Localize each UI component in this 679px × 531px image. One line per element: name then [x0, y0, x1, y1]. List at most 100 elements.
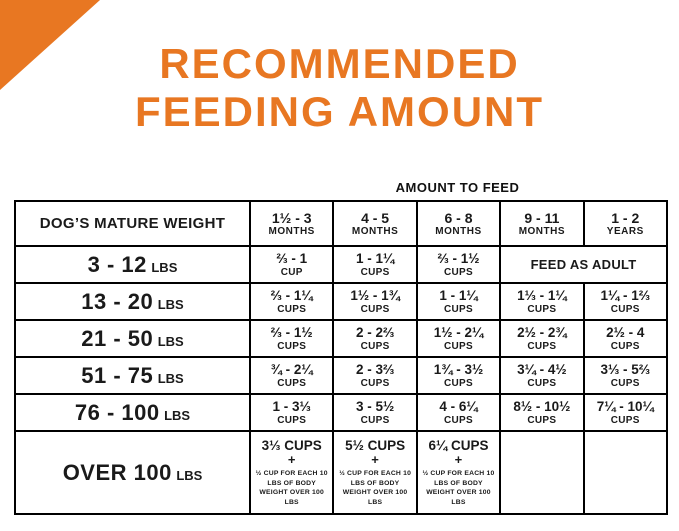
- amount-cell: 2½ - 2¾ CUPS: [499, 319, 585, 358]
- amount-unit: CUPS: [277, 340, 307, 352]
- amount-unit: CUPS: [527, 377, 557, 389]
- age-column-header: 1½ - 3 MONTHS: [248, 200, 335, 247]
- age-range: 1 - 2: [611, 209, 640, 226]
- weight-unit: LBS: [157, 333, 184, 349]
- amount-note: ½ CUP FOR EACH 10 LBS OF BODY WEIGHT OVE…: [339, 470, 412, 506]
- amount-unit: CUPS: [527, 340, 557, 352]
- amount-cell: ¾ - 2¼ CUPS: [248, 356, 335, 395]
- weight-range: 13 - 20: [81, 288, 154, 314]
- weight-unit: LBS: [164, 407, 191, 423]
- amount-unit: CUPS: [610, 414, 640, 426]
- amount-unit: CUPS: [443, 414, 473, 426]
- title-line-2: FEEDING AMOUNT: [134, 88, 545, 136]
- corner-triangle-decoration: [0, 0, 100, 90]
- amount-unit: CUPS: [527, 414, 557, 426]
- amount-value: 1½ - 2¼: [433, 325, 484, 341]
- amount-value: 3⅓ - 5⅔: [600, 362, 651, 378]
- amount-cell: 1 - 1¼ CUPS: [415, 282, 502, 321]
- amount-cell: 6¼ CUPS + ½ CUP FOR EACH 10 LBS OF BODY …: [415, 430, 502, 515]
- age-range: 6 - 8: [444, 209, 473, 226]
- table-row: 13 - 20 LBS ⅔ - 1¼ CUPS 1½ - 1¾ CUPS 1 -…: [14, 282, 668, 321]
- amount-unit: CUPS: [360, 266, 390, 278]
- amount-value: ¾ - 2¼: [270, 362, 313, 378]
- amount-cell: 1⅓ - 1¼ CUPS: [499, 282, 585, 321]
- table-row: 51 - 75 LBS ¾ - 2¼ CUPS 2 - 3⅔ CUPS 1¾ -…: [14, 356, 668, 395]
- amount-cell: 7¼ - 10¼ CUPS: [582, 393, 668, 432]
- age-unit: MONTHS: [351, 226, 399, 238]
- amount-value: 3¼ - 4½: [517, 362, 567, 378]
- plus-sign: +: [454, 452, 463, 468]
- page-title: RECOMMENDED FEEDING AMOUNT: [0, 40, 679, 137]
- table-header-row: DOG’S MATURE WEIGHT 1½ - 3 MONTHS 4 - 5 …: [14, 200, 668, 247]
- age-range: 4 - 5: [361, 209, 390, 226]
- amount-cell: 1½ - 2¼ CUPS: [415, 319, 502, 358]
- weight-cell: 13 - 20 LBS: [14, 282, 251, 321]
- feed-as-adult-cell: FEED AS ADULT: [499, 245, 668, 284]
- age-unit: MONTHS: [518, 226, 566, 238]
- amount-cell: 1½ - 1¾ CUPS: [332, 282, 418, 321]
- weight-cell: 21 - 50 LBS: [14, 319, 251, 358]
- amount-unit: CUPS: [610, 303, 640, 315]
- amount-value: 1 - 3⅓: [272, 399, 311, 415]
- age-range: 9 - 11: [524, 209, 560, 226]
- amount-cell: 2 - 2⅔ CUPS: [332, 319, 418, 358]
- age-column-header: 1 - 2 YEARS: [582, 200, 668, 247]
- amount-cell: 5½ CUPS + ½ CUP FOR EACH 10 LBS OF BODY …: [332, 430, 418, 515]
- amount-unit: CUPS: [443, 266, 473, 278]
- amount-cell: 2 - 3⅔ CUPS: [332, 356, 418, 395]
- feeding-table: DOG’S MATURE WEIGHT 1½ - 3 MONTHS 4 - 5 …: [14, 200, 668, 515]
- amount-cell: 3 - 5½ CUPS: [332, 393, 418, 432]
- amount-cell: 3¼ - 4½ CUPS: [499, 356, 585, 395]
- amount-cell: 4 - 6¼ CUPS: [415, 393, 502, 432]
- amount-unit: CUPS: [360, 340, 390, 352]
- weight-range: 21 - 50: [81, 325, 154, 351]
- amount-value: 8½ - 10½: [513, 399, 571, 415]
- amount-value: 4 - 6¼: [439, 399, 478, 415]
- age-unit: YEARS: [606, 226, 644, 238]
- weight-cell: 76 - 100 LBS: [14, 393, 251, 432]
- amount-unit: CUPS: [443, 377, 473, 389]
- weight-unit: LBS: [157, 296, 184, 312]
- amount-value: 2½ - 4: [606, 325, 645, 341]
- weight-unit: LBS: [151, 259, 178, 275]
- amount-unit: CUPS: [443, 340, 473, 352]
- amount-unit: CUPS: [360, 414, 390, 426]
- amount-value: 1½ - 1¾: [350, 288, 400, 304]
- amount-cell: 1¼ - 1⅔ CUPS: [582, 282, 668, 321]
- age-column-header: 4 - 5 MONTHS: [332, 200, 418, 247]
- amount-value: 1 - 1¼: [439, 288, 478, 304]
- amount-unit: CUPS: [610, 377, 640, 389]
- amount-cell: 8½ - 10½ CUPS: [499, 393, 585, 432]
- amount-value: 1⅓ - 1¼: [517, 288, 567, 304]
- table-row: OVER 100 LBS 3⅓ CUPS + ½ CUP FOR EACH 10…: [14, 430, 668, 515]
- amount-cell: 1¾ - 3½ CUPS: [415, 356, 502, 395]
- amount-value: 3⅓ CUPS: [261, 437, 322, 453]
- amount-cell: ⅔ - 1 CUP: [248, 245, 335, 284]
- table-row: 21 - 50 LBS ⅔ - 1½ CUPS 2 - 2⅔ CUPS 1½ -…: [14, 319, 668, 358]
- age-unit: MONTHS: [268, 226, 315, 238]
- amount-value: 2 - 3⅔: [355, 362, 395, 378]
- age-column-header: 6 - 8 MONTHS: [415, 200, 502, 247]
- plus-sign: +: [287, 452, 296, 468]
- weight-column-header: DOG’S MATURE WEIGHT: [14, 200, 251, 247]
- age-column-header: 9 - 11 MONTHS: [499, 200, 585, 247]
- plus-sign: +: [371, 452, 379, 468]
- amount-cell: 1 - 3⅓ CUPS: [248, 393, 335, 432]
- amount-value: 3 - 5½: [355, 399, 395, 415]
- amount-value: 2½ - 2¾: [517, 325, 567, 341]
- amount-note: ½ CUP FOR EACH 10 LBS OF BODY WEIGHT OVE…: [422, 470, 495, 506]
- amount-unit: CUPS: [360, 377, 390, 389]
- amount-value: 6¼ CUPS: [428, 437, 489, 453]
- amount-cell: 2½ - 4 CUPS: [582, 319, 668, 358]
- amount-cell: ⅔ - 1½ CUPS: [248, 319, 335, 358]
- table-row: 3 - 12 LBS ⅔ - 1 CUP 1 - 1¼ CUPS ⅔ - 1½ …: [14, 245, 668, 284]
- weight-range: OVER 100: [62, 459, 172, 485]
- amount-value: ⅔ - 1: [276, 251, 308, 267]
- amount-value: ⅔ - 1¼: [270, 288, 313, 304]
- amount-value: 2 - 2⅔: [355, 325, 395, 341]
- weight-unit: LBS: [176, 467, 203, 483]
- age-range: 1½ - 3: [271, 209, 312, 226]
- empty-cell: [582, 430, 668, 515]
- amount-value: ⅔ - 1½: [437, 251, 480, 267]
- amount-value: 7¼ - 10¼: [596, 399, 654, 415]
